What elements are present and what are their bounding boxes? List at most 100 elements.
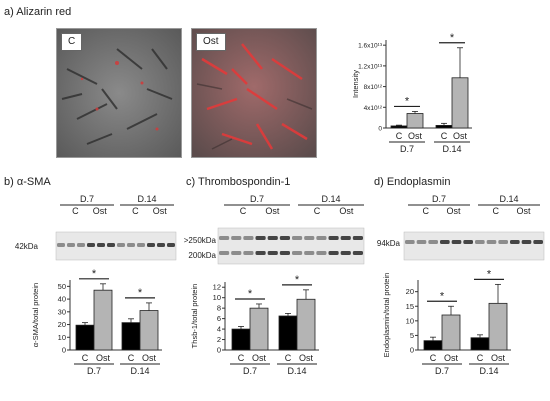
chart-d-xtick-label: C — [430, 353, 437, 363]
blot-c-lane-label: C — [240, 206, 247, 216]
blot-d-band — [440, 240, 450, 244]
blot-b-band — [67, 243, 75, 247]
blot-d-band — [416, 240, 427, 244]
blot-c-band — [316, 251, 327, 255]
chart-b-xtick-label: C — [128, 353, 135, 363]
chart-d-bar-ost-0 — [441, 314, 461, 351]
blot-c-band — [231, 251, 242, 255]
chart-c-sig-star: * — [248, 288, 253, 300]
blot-d-band — [510, 240, 520, 244]
panel-c-title: c) Thrombospondin-1 — [186, 176, 291, 188]
chart-b-group-label: D.14 — [130, 366, 149, 376]
blot-c-band — [267, 236, 278, 240]
blot-c-band — [292, 236, 303, 240]
chart-b-ytick-label: 30 — [58, 307, 66, 316]
chart-c-ytick-label: 2 — [217, 335, 221, 344]
panel-d-title: d) Endoplasmin — [374, 176, 451, 188]
blot-b-lane-label: C — [72, 206, 79, 216]
blot-d-lane-label: C — [423, 206, 430, 216]
panel-b-title: b) α-SMA — [4, 176, 51, 188]
chart-a-ytick-label: 1.2x10¹³ — [358, 63, 383, 70]
chart-d-xtick-label: Ost — [491, 353, 506, 363]
chart-b-ytick-label: 0 — [62, 346, 66, 355]
chart-a-sig-star: * — [405, 95, 410, 107]
blot-d-band — [428, 240, 438, 244]
chart-d-sig-star: * — [487, 268, 492, 280]
blot-c-lane-label: Ost — [265, 206, 280, 216]
chart-d-ytick-label: 15 — [406, 302, 414, 311]
blot-d-lane-label: Ost — [447, 206, 462, 216]
chart-b-sig-star: * — [92, 268, 97, 280]
blot-c-band — [255, 251, 266, 255]
chart-c-bar-c-0 — [231, 328, 251, 351]
blot-d-band — [486, 240, 497, 244]
chart-b-bar-c-1 — [121, 322, 141, 351]
blot-c-band — [255, 236, 266, 240]
blot-c-band — [316, 236, 327, 240]
blot-c-marker: >250kDa — [184, 236, 217, 245]
blot-b-band — [57, 243, 65, 247]
chart-d-bar-ost-1 — [488, 302, 508, 351]
chart-a-xtick-label: Ost — [408, 131, 423, 141]
blot-d-group-label: D.14 — [499, 194, 518, 204]
blot-b-band — [107, 243, 115, 247]
chart-c-ytick-label: 8 — [217, 304, 221, 313]
chart-c-ylabel: Thsb-1/total protein — [190, 284, 199, 349]
blot-c-band — [340, 236, 351, 240]
chart-a-xtick-label: C — [396, 131, 403, 141]
blot-d-group-label: D.7 — [432, 194, 446, 204]
chart-d-ytick-label: 0 — [410, 346, 414, 355]
blot-b-membrane — [55, 231, 177, 261]
blot-b-band — [87, 243, 95, 247]
blot-c-band — [219, 251, 230, 255]
chart-d: 0 5 10 15 20 Endoplasmin/total protein C Ost * D.… — [382, 268, 511, 376]
chart-b-ytick-label: 20 — [58, 320, 66, 329]
micrograph-label-control: C — [61, 33, 83, 51]
chart-b-bar-ost-1 — [139, 310, 159, 351]
blot-c-lane-label: C — [314, 206, 321, 216]
chart-a-bar-ost-1 — [451, 77, 469, 129]
chart-c-ytick-label: 10 — [213, 293, 221, 302]
blot-d-band — [463, 240, 473, 244]
chart-b-ylabel: α-SMA/total protein — [31, 283, 40, 347]
chart-a-group-label: D.14 — [442, 144, 461, 154]
chart-b-xtick-label: Ost — [142, 353, 157, 363]
blot-b-band — [127, 243, 135, 247]
chart-a-xtick-label: Ost — [453, 131, 468, 141]
chart-d-ytick-label: 5 — [410, 331, 414, 340]
chart-a-ylabel: Intensity — [351, 70, 360, 98]
blot-b-group-label: D.7 — [80, 194, 94, 204]
chart-c-bar-c-1 — [278, 315, 298, 351]
blot-d-band — [475, 240, 485, 244]
chart-c-sig-star: * — [295, 274, 300, 286]
blot-c-band — [304, 236, 315, 240]
chart-c-xtick-label: C — [285, 353, 292, 363]
panel-a-title: a) Alizarin red — [4, 6, 72, 18]
chart-c-xtick-label: Ost — [299, 353, 314, 363]
blot-c-band — [279, 251, 290, 255]
blot-d-lane-label: C — [493, 206, 500, 216]
chart-a-bar-ost-0 — [406, 113, 424, 129]
chart-d-bar-c-1 — [470, 337, 490, 351]
chart-c-bar-ost-0 — [249, 307, 269, 351]
blot-c-lane-label: Ost — [339, 206, 354, 216]
chart-c-xtick-label: Ost — [252, 353, 267, 363]
chart-a-bar-c-0 — [390, 125, 408, 129]
blot-d-band — [451, 240, 462, 244]
blot-c-group-label: D.7 — [250, 194, 264, 204]
blot-d-membrane — [403, 231, 545, 261]
chart-a-ytick-label: 4x10¹² — [364, 105, 383, 112]
blot-b-band — [117, 243, 125, 247]
chart-b-ytick-label: 50 — [58, 282, 66, 291]
blot-c-band — [352, 236, 363, 240]
chart-b-xtick-label: Ost — [96, 353, 111, 363]
chart-a-ytick-label: 8x10¹² — [364, 84, 383, 91]
chart-b-sig-star: * — [138, 287, 143, 299]
chart-d-xtick-label: C — [477, 353, 484, 363]
chart-b-ytick-label: 40 — [58, 295, 66, 304]
blot-b-band — [167, 243, 175, 247]
